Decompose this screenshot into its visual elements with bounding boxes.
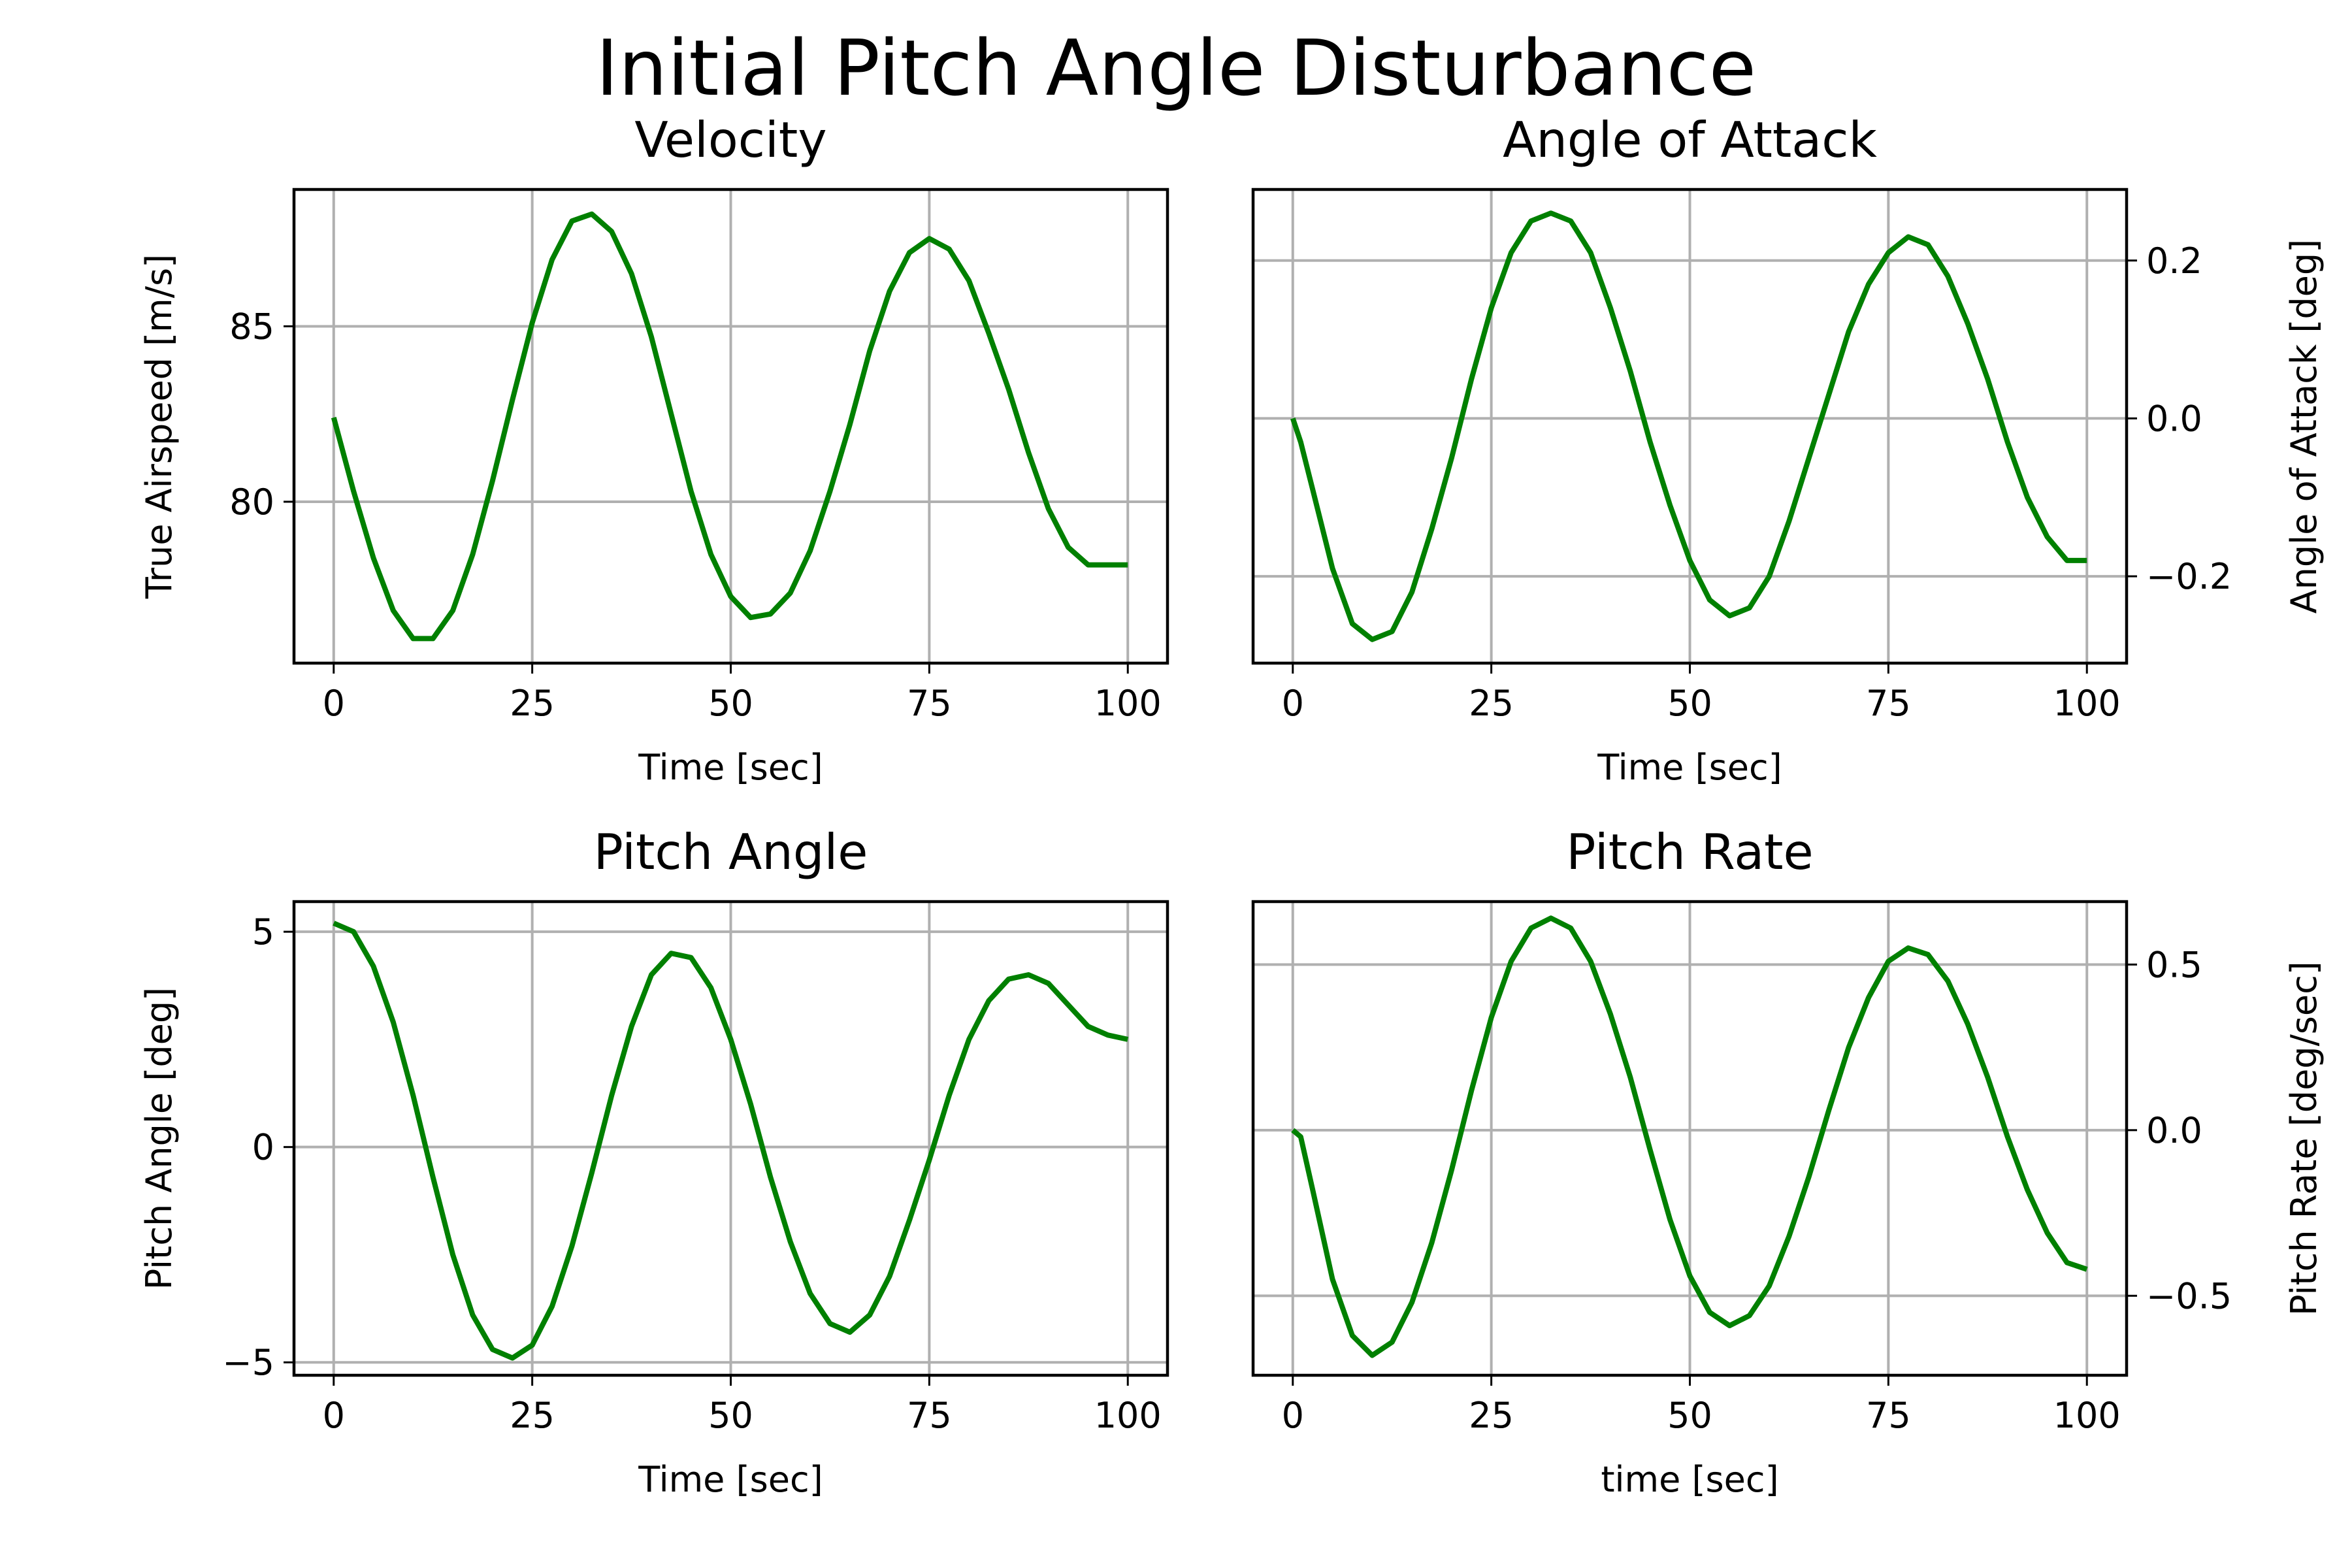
pitch-rate-xtick-label: 100 bbox=[2053, 1395, 2121, 1436]
pitch-rate-ytick-label: 0.5 bbox=[2146, 944, 2202, 985]
pitch-rate-panel: 0 25 50 75 100 −0.5 0.0 0.5 Pitch Rate time [sec]… bbox=[1251, 823, 2325, 1500]
angle-of-attack-xtick-label: 75 bbox=[1866, 683, 1911, 724]
angle-of-attack-xtick-label: 100 bbox=[2053, 683, 2121, 724]
velocity-xtick-label: 100 bbox=[1094, 683, 1162, 724]
pitch-angle-ytick-label: −5 bbox=[222, 1342, 274, 1383]
pitch-rate-title: Pitch Rate bbox=[1566, 823, 1813, 881]
angle-of-attack-xtick-label: 50 bbox=[1667, 683, 1712, 724]
pitch-angle-xtick-label: 0 bbox=[323, 1395, 345, 1436]
angle-of-attack-ylabel: Angle of Attack [deg] bbox=[2283, 239, 2325, 614]
pitch-angle-xtick-label: 100 bbox=[1094, 1395, 1162, 1436]
pitch-angle-title: Pitch Angle bbox=[594, 823, 868, 881]
velocity-xlabel: Time [sec] bbox=[638, 747, 823, 788]
velocity-xtick-label: 0 bbox=[323, 683, 345, 724]
velocity-ylabel: True Airspeed [m/s] bbox=[139, 254, 180, 599]
pitch-angle-ylabel: Pitch Angle [deg] bbox=[139, 987, 180, 1290]
velocity-xtick-label: 75 bbox=[907, 683, 952, 724]
velocity-xtick-label: 25 bbox=[510, 683, 555, 724]
angle-of-attack-xlabel: Time [sec] bbox=[1597, 747, 1782, 788]
pitch-angle-series-line bbox=[333, 921, 1129, 1361]
pitch-rate-ylabel: Pitch Rate [deg/sec] bbox=[2283, 961, 2325, 1316]
angle-of-attack-xtick-label: 25 bbox=[1469, 683, 1514, 724]
pitch-rate-xtick-label: 25 bbox=[1469, 1395, 1514, 1436]
pitch-rate-xtick-label: 50 bbox=[1667, 1395, 1712, 1436]
pitch-angle-xtick-label: 25 bbox=[510, 1395, 555, 1436]
angle-of-attack-ytick-label: 0.2 bbox=[2146, 240, 2202, 282]
velocity-series-line bbox=[331, 211, 1128, 642]
pitch-angle-xtick-label: 75 bbox=[907, 1395, 952, 1436]
velocity-panel: 0 25 50 75 100 80 85 Velocity Time [sec] True Air… bbox=[139, 111, 1169, 788]
angle-of-attack-ytick-label: −0.2 bbox=[2146, 556, 2232, 597]
pitch-angle-ytick-label: 5 bbox=[252, 911, 274, 953]
angle-of-attack-series-line bbox=[1290, 210, 2087, 642]
velocity-title: Velocity bbox=[634, 111, 826, 169]
pitch-rate-ytick-label: −0.5 bbox=[2146, 1275, 2232, 1316]
angle-of-attack-ytick-label: 0.0 bbox=[2146, 398, 2202, 439]
pitch-angle-xlabel: Time [sec] bbox=[638, 1459, 823, 1500]
velocity-ytick-label: 85 bbox=[229, 306, 274, 347]
velocity-xtick-label: 50 bbox=[708, 683, 753, 724]
velocity-ytick-label: 80 bbox=[229, 482, 274, 523]
figure-title: Initial Pitch Angle Disturbance bbox=[596, 23, 1756, 113]
pitch-rate-xlabel: time [sec] bbox=[1601, 1459, 1778, 1500]
pitch-rate-xtick-label: 75 bbox=[1866, 1395, 1911, 1436]
pitch-rate-series-line bbox=[1291, 915, 2088, 1358]
pitch-rate-ytick-label: 0.0 bbox=[2146, 1110, 2202, 1151]
pitch-angle-panel: 0 25 50 75 100 −5 0 5 Pitch Angle Time [sec] Pitch… bbox=[139, 823, 1169, 1500]
pitch-rate-xtick-label: 0 bbox=[1282, 1395, 1304, 1436]
pitch-angle-ytick-label: 0 bbox=[252, 1127, 274, 1168]
angle-of-attack-title: Angle of Attack bbox=[1503, 111, 1877, 169]
angle-of-attack-panel: 0 25 50 75 100 −0.2 0.0 0.2 Angle of Attack Time … bbox=[1251, 111, 2325, 788]
angle-of-attack-xtick-label: 0 bbox=[1282, 683, 1304, 724]
pitch-angle-xtick-label: 50 bbox=[708, 1395, 753, 1436]
